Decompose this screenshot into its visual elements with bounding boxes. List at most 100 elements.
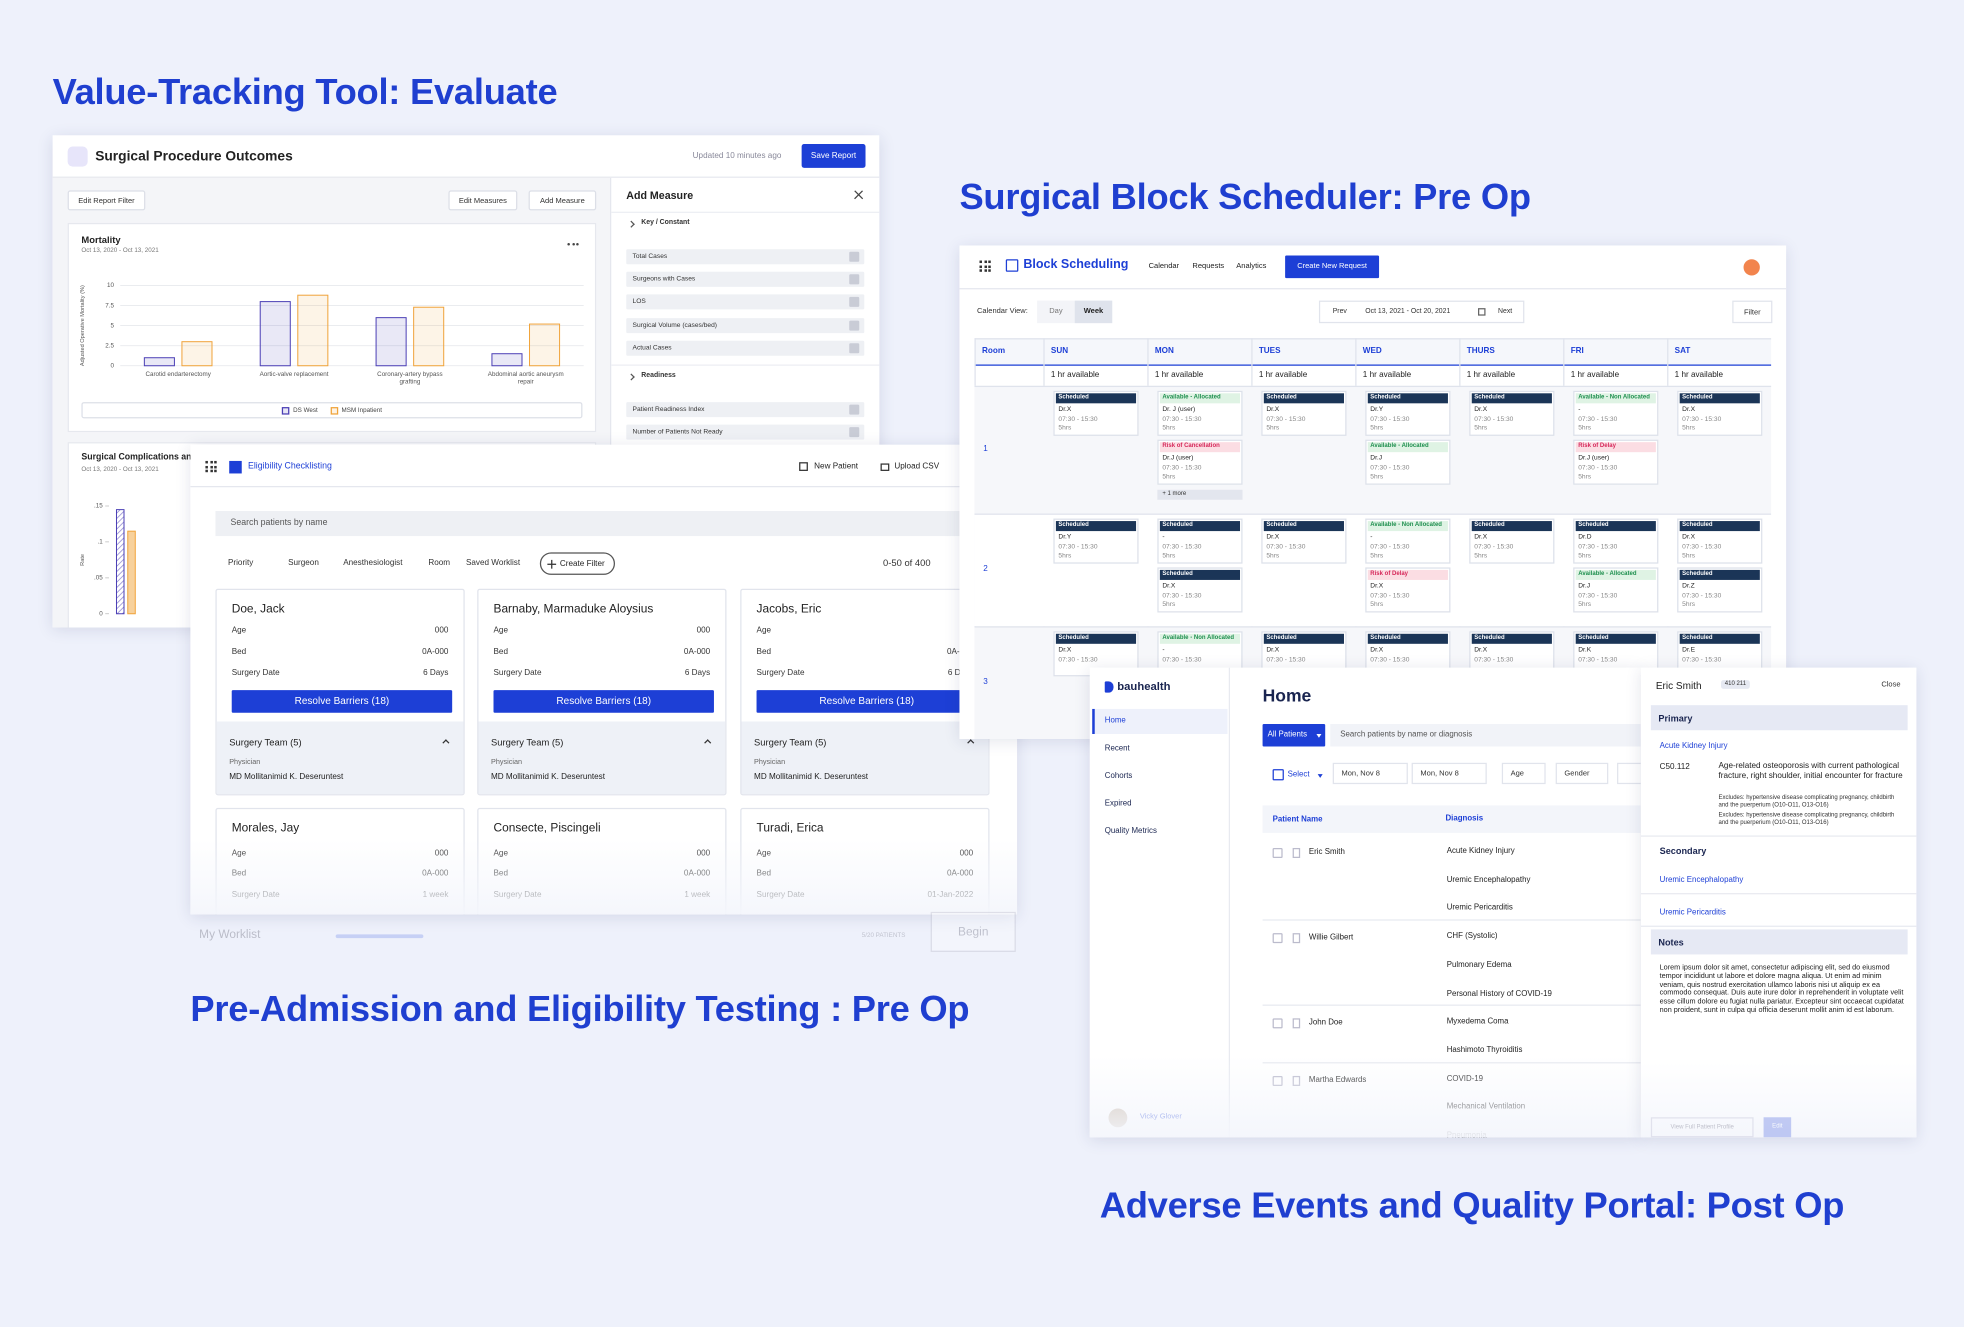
nav-active (1092, 708, 1228, 734)
more-dot (576, 242, 579, 246)
status-chip: Available - Allocated (1575, 569, 1656, 580)
row-checkbox[interactable] (1272, 1018, 1283, 1029)
view-toggle[interactable]: Day (1037, 300, 1075, 324)
block-time: 07:30 - 15:30 (1578, 464, 1618, 472)
measure-item[interactable]: Number of Patients Not Ready (626, 424, 865, 440)
block-time: 07:30 - 15:30 (1058, 415, 1098, 423)
row-checkbox[interactable] (1272, 933, 1283, 944)
row-checkbox[interactable] (1272, 847, 1283, 858)
block-card[interactable]: Scheduled Dr.X 07:30 - 15:30 5hrs (1053, 390, 1139, 436)
block-card[interactable]: Scheduled Dr.X 07:30 - 15:30 5hrs (1469, 518, 1555, 564)
block-card[interactable]: Scheduled -07:30 - 15:30 5hrs (1157, 518, 1243, 564)
day-header: MON (1154, 346, 1174, 356)
block-card[interactable]: Available - Allocated Dr. J (user) 07:30 -… (1157, 390, 1243, 436)
surgeon-name: Dr.X (1266, 646, 1280, 654)
surgeon-name: Dr. J (user) (1162, 405, 1196, 414)
room-number: 1 (983, 444, 988, 454)
search-input[interactable]: Search patients by name or diagnosis (1330, 723, 1641, 747)
more-chip[interactable]: + 1 more (1157, 489, 1243, 500)
edit-button[interactable]: Edit (1763, 1117, 1792, 1138)
block-card[interactable]: Available - Allocated Dr.J 07:30 - 15:30 5h… (1573, 567, 1659, 613)
block-card[interactable]: Risk of Cancellation Dr.J (user) 07:30 - 1… (1157, 439, 1243, 485)
block-time: 07:30 - 15:30 (1682, 655, 1722, 664)
profile-button[interactable]: View Full Patient Profile (1650, 1117, 1754, 1138)
app-title: Eligibility Checklisting (248, 462, 332, 471)
chart-plot: .15 .1 .05 0 Rate (80, 503, 136, 617)
block-duration: 5hrs (1162, 601, 1176, 609)
block-card[interactable]: Scheduled Dr.X 07:30 - 15:30 5hrs (1261, 390, 1347, 436)
status-chip: Risk of Delay (1575, 442, 1656, 453)
close-button[interactable]: Close (1881, 681, 1901, 689)
view-toggle[interactable]: Week (1074, 300, 1113, 324)
patient-card[interactable]: Barnaby, Marmaduke Aloysius Age 000 Bed 0A-0… (477, 588, 727, 796)
block-time: 07:30 - 15:30 (1682, 591, 1722, 600)
block-time: 07:30 - 15:30 (1266, 655, 1306, 664)
block-time: 07:30 - 15:30 (1162, 591, 1202, 600)
nav-link[interactable]: Calendar (1148, 263, 1180, 271)
search-input[interactable]: Search patients by name (215, 511, 1018, 537)
measure-item[interactable]: Surgical Volume (cases/bed) (626, 318, 865, 334)
measure-item[interactable]: Patient Readiness Index (626, 402, 865, 418)
filter-dropdown[interactable]: Age (1501, 762, 1546, 785)
measure-item[interactable]: LOS (626, 294, 865, 310)
date-filter[interactable]: Mon, Nov 8 (1411, 762, 1487, 785)
block-card[interactable]: Scheduled Dr.D 07:30 - 15:30 5hrs (1573, 518, 1659, 564)
edit-filter-button[interactable]: Edit Report Filter (67, 190, 146, 211)
edit-measures-button[interactable]: Edit Measures (448, 190, 518, 211)
divider (1640, 893, 1917, 895)
all-patients-button[interactable]: All Patients (1262, 723, 1326, 747)
folder-icon (880, 463, 890, 471)
resolve-button[interactable]: Resolve Barriers (18) (493, 690, 714, 713)
block-card[interactable]: Risk of Delay Dr.X 07:30 - 15:30 5hrs (1365, 567, 1451, 613)
block-card[interactable]: Scheduled Dr.X 07:30 - 15:30 5hrs (1261, 518, 1347, 564)
measure-item[interactable]: Actual Cases (626, 340, 865, 356)
block-duration: 5hrs (1682, 424, 1696, 433)
block-card[interactable]: Scheduled Dr.X 07:30 - 15:30 5hrs (1677, 390, 1763, 436)
block-time: 07:30 - 15:30 (1370, 464, 1410, 472)
resolve-button[interactable]: Resolve Barriers (18) (231, 690, 453, 713)
date-filter[interactable]: Mon, Nov 8 (1332, 762, 1408, 785)
block-time: 07:30 - 15:30 (1682, 415, 1722, 423)
block-card[interactable]: Scheduled Dr.X 07:30 - 15:30 5hrs (1469, 390, 1555, 436)
day-header: SUN (1050, 346, 1069, 356)
nav-link[interactable]: Recent (1104, 744, 1130, 753)
block-card[interactable]: Available - Allocated Dr.J 07:30 - 15:30 5h… (1365, 439, 1451, 485)
patient-card[interactable]: Doe, Jack Age 000 Bed 0A-000 Surgery Date 6 Da… (215, 588, 465, 796)
surgeon-name: Dr.Z (1682, 582, 1695, 590)
save-report-button[interactable]: Save Report (801, 144, 866, 168)
create-request-button[interactable]: Create New Request (1285, 255, 1380, 279)
row-divider (1262, 1004, 1641, 1007)
block-card[interactable]: Scheduled Dr.Z 07:30 - 15:30 5hrs (1677, 567, 1763, 613)
measure-item[interactable]: Surgeons with Cases (626, 271, 865, 287)
filter-button[interactable]: Filter (1732, 300, 1773, 324)
surgeon-name: Dr.X (1474, 405, 1488, 414)
resolve-button[interactable]: Resolve Barriers (18) (756, 690, 977, 713)
measure-item[interactable]: Total Cases (626, 249, 865, 265)
x-tick-label: Abdominal aortic aneurysm repair (487, 370, 564, 386)
nav-link[interactable]: Expired (1104, 799, 1132, 808)
nav-link[interactable]: Quality Metrics (1104, 826, 1157, 836)
block-card[interactable]: Available - Non Allocated -07:30 - 15:30 5… (1573, 390, 1659, 436)
section-heading: Value-Tracking Tool: Evaluate (52, 72, 558, 113)
block-card[interactable]: Scheduled Dr.Y 07:30 - 15:30 5hrs (1365, 390, 1451, 436)
diagnosis: Personal History of COVID-19 (1446, 988, 1552, 998)
block-card[interactable]: Scheduled Dr.Y 07:30 - 15:30 5hrs (1053, 518, 1139, 564)
block-card[interactable]: Available - Non Allocated -07:30 - 15:30 5… (1365, 518, 1451, 564)
measure-label: Surgical Volume (cases/bed) (632, 321, 717, 330)
filter-dropdown[interactable]: Gender (1555, 762, 1609, 785)
begin-button[interactable]: Begin (930, 911, 1016, 952)
block-card[interactable]: Scheduled Dr.X 07:30 - 15:30 5hrs (1157, 567, 1243, 613)
nav-link[interactable]: Requests (1192, 263, 1225, 271)
status-chip: Scheduled (1679, 633, 1760, 644)
create-filter-button[interactable]: Create Filter (539, 552, 616, 575)
nav-link[interactable]: Analytics (1236, 263, 1267, 271)
nav-link[interactable]: Home (1104, 716, 1126, 726)
block-card[interactable]: Scheduled Dr.X 07:30 - 15:30 5hrs (1677, 518, 1763, 564)
add-measure-button[interactable]: Add Measure (528, 190, 597, 211)
block-card[interactable]: Risk of Delay Dr.J (user) 07:30 - 15:30 5hr… (1573, 439, 1659, 485)
bar (143, 357, 175, 367)
block-duration: 5hrs (1162, 552, 1176, 560)
nav-link[interactable]: Cohorts (1104, 771, 1133, 781)
